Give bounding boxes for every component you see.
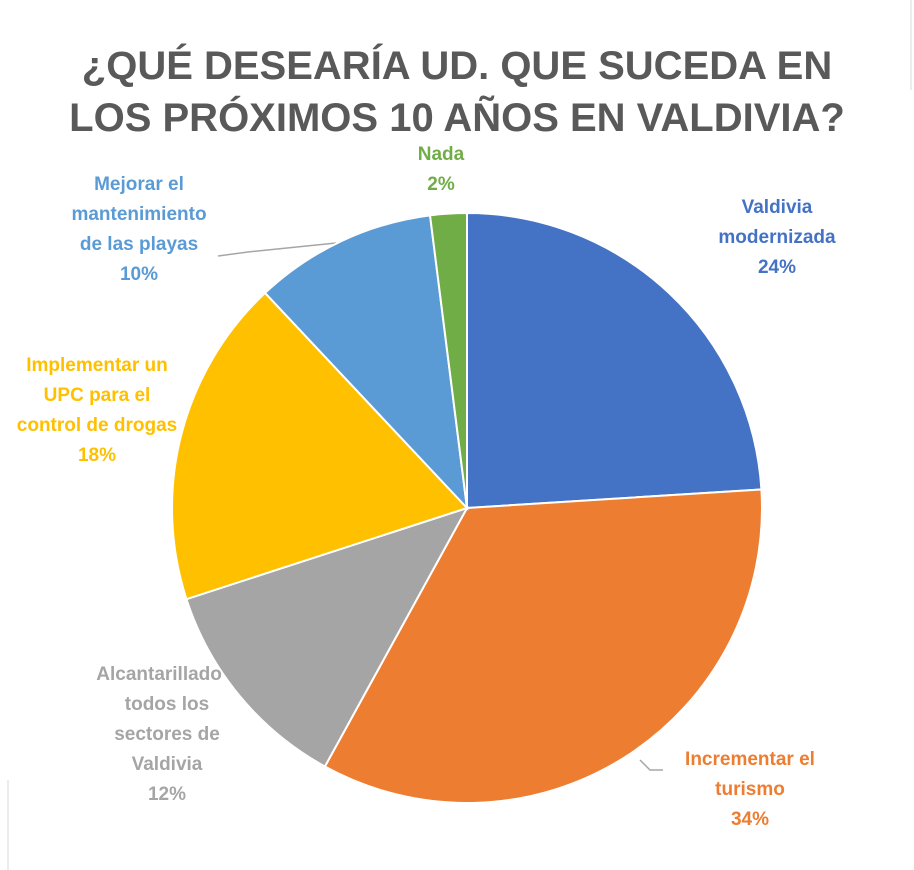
category-label: Implementar un UPC para el control de dr… [16,355,178,436]
category-label: Incrementar el turismo [685,749,815,800]
category-label: Nada [417,144,465,165]
value-label: 34% [730,809,770,830]
data-label: Nada 2% [401,140,481,200]
data-label: Mejorar el mantenimiento de las playas 10… [64,170,214,290]
slice [428,211,468,509]
data-label: Valdivia modernizada 24% [702,193,852,283]
category-label: Valdivia modernizada [718,197,836,248]
slice [185,506,470,768]
value-label: 10% [119,264,159,285]
leader-line [639,759,663,771]
data-label: Implementar un UPC para el control de dr… [12,351,182,471]
slice [263,214,469,511]
leader-line [217,242,337,257]
category-label: Alcantarillado a todos los sectores de V… [96,664,238,775]
category-label: Mejorar el mantenimiento de las playas [71,174,207,255]
value-label: 12% [147,784,187,805]
data-label: Alcantarillado a todos los sectores de V… [92,660,242,810]
chart-title: ¿QUÉ DESEARÍA UD. QUE SUCEDA EN LOS PRÓX… [69,44,845,140]
value-label: 2% [427,174,455,195]
slice [171,291,469,601]
data-label: Incrementar el turismo 34% [663,745,838,835]
value-label: 24% [757,257,797,278]
value-label: 18% [77,445,117,466]
slice [466,211,763,510]
